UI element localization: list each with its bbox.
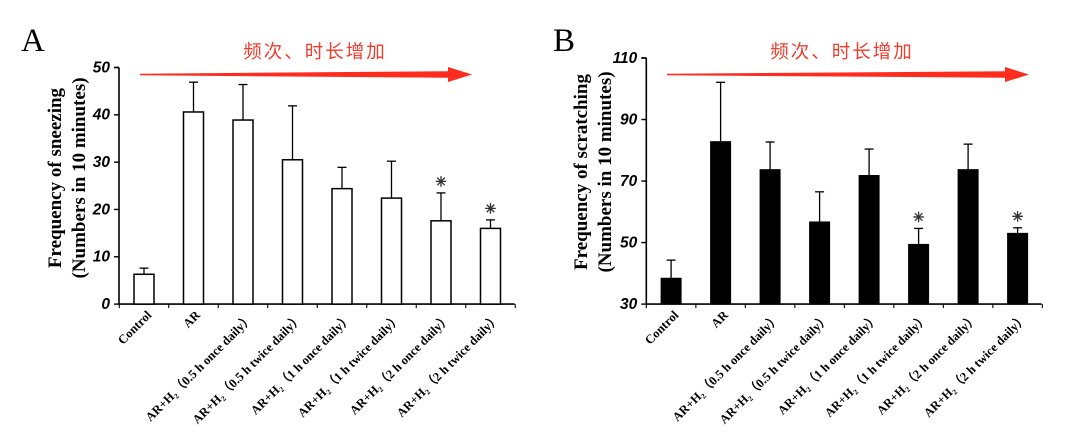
svg-text:30: 30 — [620, 296, 638, 313]
svg-text:0: 0 — [101, 296, 110, 313]
svg-text:40: 40 — [92, 107, 111, 124]
svg-text:90: 90 — [620, 111, 638, 128]
svg-text:50: 50 — [93, 59, 111, 76]
svg-text:10: 10 — [93, 249, 111, 266]
svg-text:50: 50 — [620, 234, 638, 251]
svg-text:30: 30 — [93, 154, 111, 171]
svg-text:20: 20 — [92, 201, 111, 218]
svg-text:70: 70 — [620, 173, 638, 190]
